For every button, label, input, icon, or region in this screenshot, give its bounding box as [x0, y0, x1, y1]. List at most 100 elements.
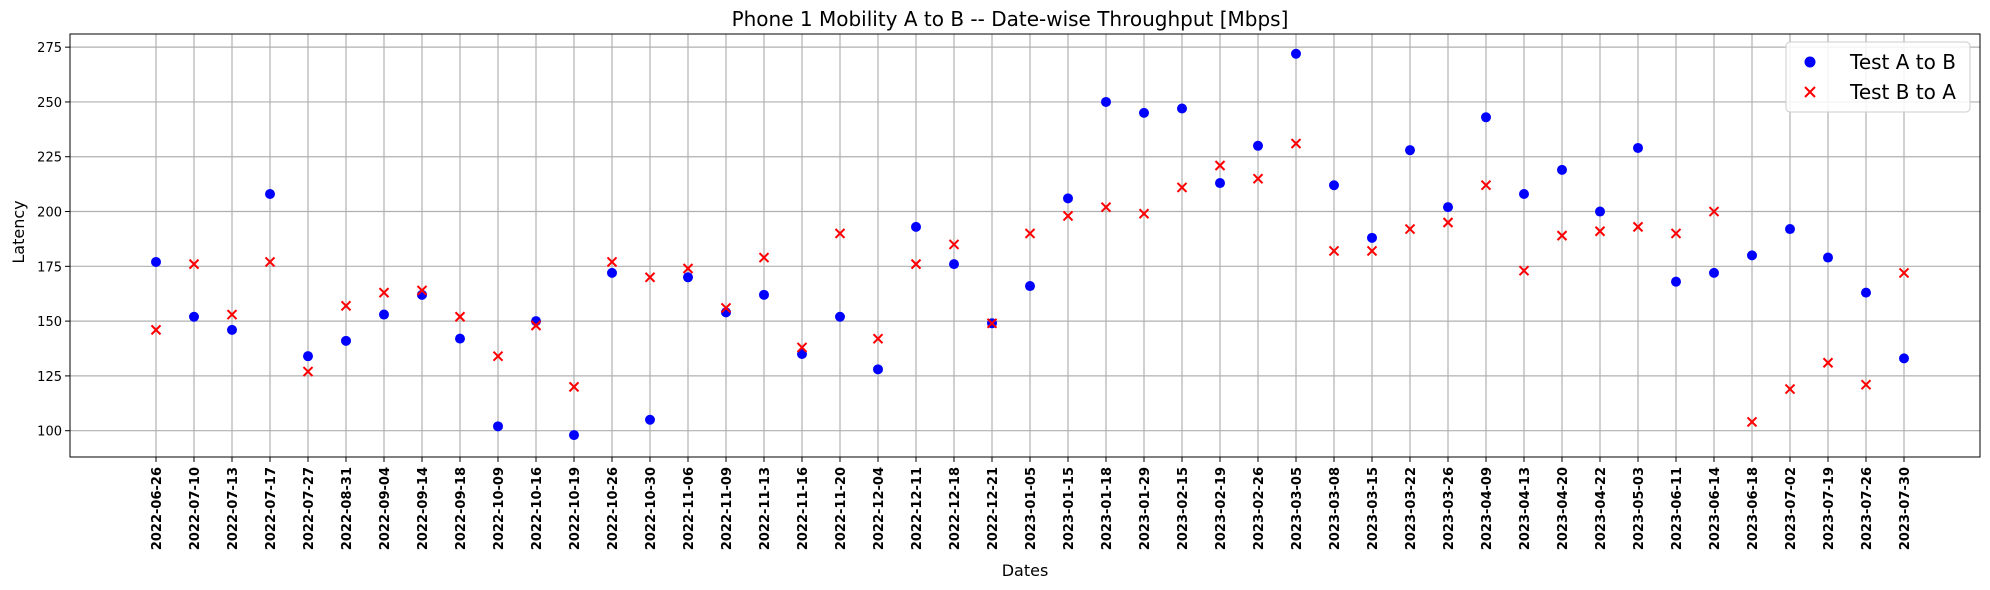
- point-test-b-to-a: [1670, 228, 1682, 239]
- x-tick-label: 2022-06-26: [150, 467, 165, 550]
- point-test-a-to-b: [189, 311, 199, 322]
- x-tick-label: 2023-02-15: [1176, 467, 1191, 550]
- point-test-a-to-b: [759, 289, 769, 300]
- x-tick-label: 2022-11-16: [796, 467, 811, 550]
- y-tick-label: 125: [37, 370, 62, 385]
- point-test-a-to-b: [1329, 180, 1339, 191]
- x-tick-label: 2022-07-10: [188, 467, 203, 550]
- x-tick-label: 2023-06-18: [1746, 467, 1761, 550]
- point-test-b-to-a: [796, 342, 808, 353]
- point-test-a-to-b: [1139, 107, 1149, 118]
- point-test-a-to-b: [493, 421, 503, 432]
- point-test-b-to-a: [1290, 138, 1302, 149]
- x-tick-label: 2022-12-21: [986, 467, 1001, 550]
- chart-title: Phone 1 Mobility A to B -- Date-wise Thr…: [732, 7, 1289, 31]
- point-test-b-to-a: [1214, 160, 1226, 171]
- point-test-b-to-a: [758, 252, 770, 263]
- point-test-b-to-a: [1784, 383, 1796, 395]
- point-test-b-to-a: [644, 272, 656, 283]
- y-tick-label: 250: [37, 96, 62, 111]
- point-test-b-to-a: [1480, 180, 1492, 191]
- x-tick-label: 2023-03-26: [1442, 467, 1457, 550]
- legend-marker-test-b-to-a: [1804, 86, 1816, 98]
- point-test-b-to-a: [150, 324, 162, 336]
- point-test-b-to-a: [1518, 265, 1530, 276]
- point-test-b-to-a: [1556, 230, 1568, 241]
- x-tick-label: 2023-04-09: [1480, 467, 1495, 550]
- x-tick-label: 2022-11-09: [720, 467, 735, 550]
- legend-marker-test-a-to-b: [1804, 56, 1816, 68]
- x-tick-label: 2022-11-06: [682, 467, 697, 550]
- x-tick-label: 2022-09-14: [416, 467, 431, 550]
- point-test-a-to-b: [1367, 232, 1377, 243]
- point-test-b-to-a: [872, 333, 884, 344]
- point-test-a-to-b: [1899, 353, 1909, 364]
- point-test-a-to-b: [835, 311, 845, 322]
- point-test-b-to-a: [1860, 379, 1872, 390]
- x-tick-label: 2023-01-15: [1062, 467, 1077, 550]
- x-tick-label: 2023-03-15: [1366, 467, 1381, 550]
- plot-frame: [69, 33, 1981, 458]
- point-test-a-to-b: [227, 324, 237, 335]
- point-test-b-to-a: [1404, 223, 1416, 235]
- point-test-b-to-a: [720, 302, 732, 314]
- point-test-b-to-a: [530, 320, 542, 331]
- x-tick-label: 2023-07-30: [1898, 467, 1913, 550]
- point-test-b-to-a: [948, 239, 960, 250]
- point-test-a-to-b: [379, 309, 389, 320]
- point-test-b-to-a: [986, 318, 998, 329]
- x-tick-label: 2022-11-13: [758, 467, 773, 550]
- x-tick-label: 2023-01-05: [1024, 467, 1039, 550]
- point-test-b-to-a: [454, 311, 466, 322]
- point-test-a-to-b: [1595, 206, 1605, 217]
- point-test-a-to-b: [1443, 202, 1453, 213]
- point-test-b-to-a: [834, 228, 846, 239]
- x-tick-label: 2023-06-11: [1670, 467, 1685, 550]
- legend-box: [1785, 41, 1971, 113]
- point-test-b-to-a: [1898, 267, 1910, 279]
- point-test-b-to-a: [682, 263, 694, 274]
- x-tick-label: 2023-07-19: [1822, 467, 1837, 550]
- point-test-b-to-a: [1442, 217, 1454, 228]
- point-test-a-to-b: [873, 364, 883, 375]
- point-test-a-to-b: [1291, 48, 1301, 59]
- y-tick-label: 200: [37, 206, 62, 221]
- y-tick-label: 100: [37, 425, 62, 440]
- x-tick-label: 2023-04-13: [1518, 467, 1533, 550]
- x-tick-label: 2022-07-17: [264, 467, 279, 550]
- point-test-b-to-a: [1024, 228, 1036, 239]
- point-test-a-to-b: [1519, 188, 1529, 199]
- point-test-a-to-b: [911, 221, 921, 232]
- y-tick-label: 175: [37, 260, 62, 275]
- point-test-a-to-b: [265, 188, 275, 199]
- point-test-a-to-b: [1633, 142, 1643, 153]
- point-test-b-to-a: [1252, 173, 1264, 184]
- x-tick-label: 2023-04-22: [1594, 467, 1609, 550]
- x-tick-label: 2023-02-19: [1214, 467, 1229, 550]
- point-test-a-to-b: [303, 351, 313, 362]
- x-tick-label: 2023-03-22: [1404, 467, 1419, 550]
- point-test-a-to-b: [151, 256, 161, 267]
- point-test-a-to-b: [1557, 164, 1567, 175]
- y-tick-label: 150: [37, 315, 62, 330]
- x-tick-label: 2022-12-11: [910, 467, 925, 550]
- point-test-b-to-a: [1594, 226, 1606, 237]
- x-tick-label: 2022-10-30: [644, 467, 659, 550]
- x-tick-label: 2023-07-02: [1784, 467, 1799, 550]
- point-test-b-to-a: [1328, 245, 1340, 257]
- point-test-a-to-b: [949, 259, 959, 270]
- x-tick-label: 2023-01-29: [1138, 467, 1153, 550]
- x-tick-label: 2023-05-03: [1632, 467, 1647, 550]
- y-tick-label: 275: [37, 41, 62, 56]
- point-test-a-to-b: [1481, 112, 1491, 123]
- point-test-b-to-a: [1100, 201, 1112, 213]
- point-test-b-to-a: [302, 366, 314, 377]
- point-test-a-to-b: [1025, 281, 1035, 292]
- y-tick-label: 225: [37, 151, 62, 166]
- grid-lines: [70, 34, 1980, 457]
- x-tick-label: 2022-08-31: [340, 467, 355, 550]
- point-test-a-to-b: [1823, 252, 1833, 263]
- point-test-a-to-b: [683, 272, 693, 283]
- point-test-a-to-b: [1785, 224, 1795, 235]
